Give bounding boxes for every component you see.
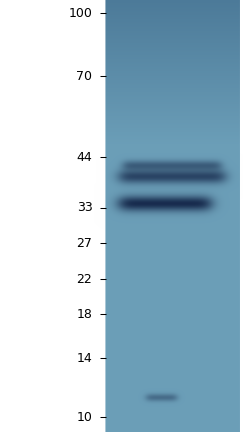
Text: 10: 10: [77, 411, 92, 424]
Text: 70: 70: [76, 70, 92, 83]
Text: 100: 100: [69, 7, 92, 20]
Text: 14: 14: [77, 352, 92, 365]
Text: 22: 22: [77, 273, 92, 286]
Text: 33: 33: [77, 201, 92, 214]
Text: 27: 27: [77, 237, 92, 250]
Text: 44: 44: [77, 151, 92, 164]
Text: 18: 18: [77, 308, 92, 321]
